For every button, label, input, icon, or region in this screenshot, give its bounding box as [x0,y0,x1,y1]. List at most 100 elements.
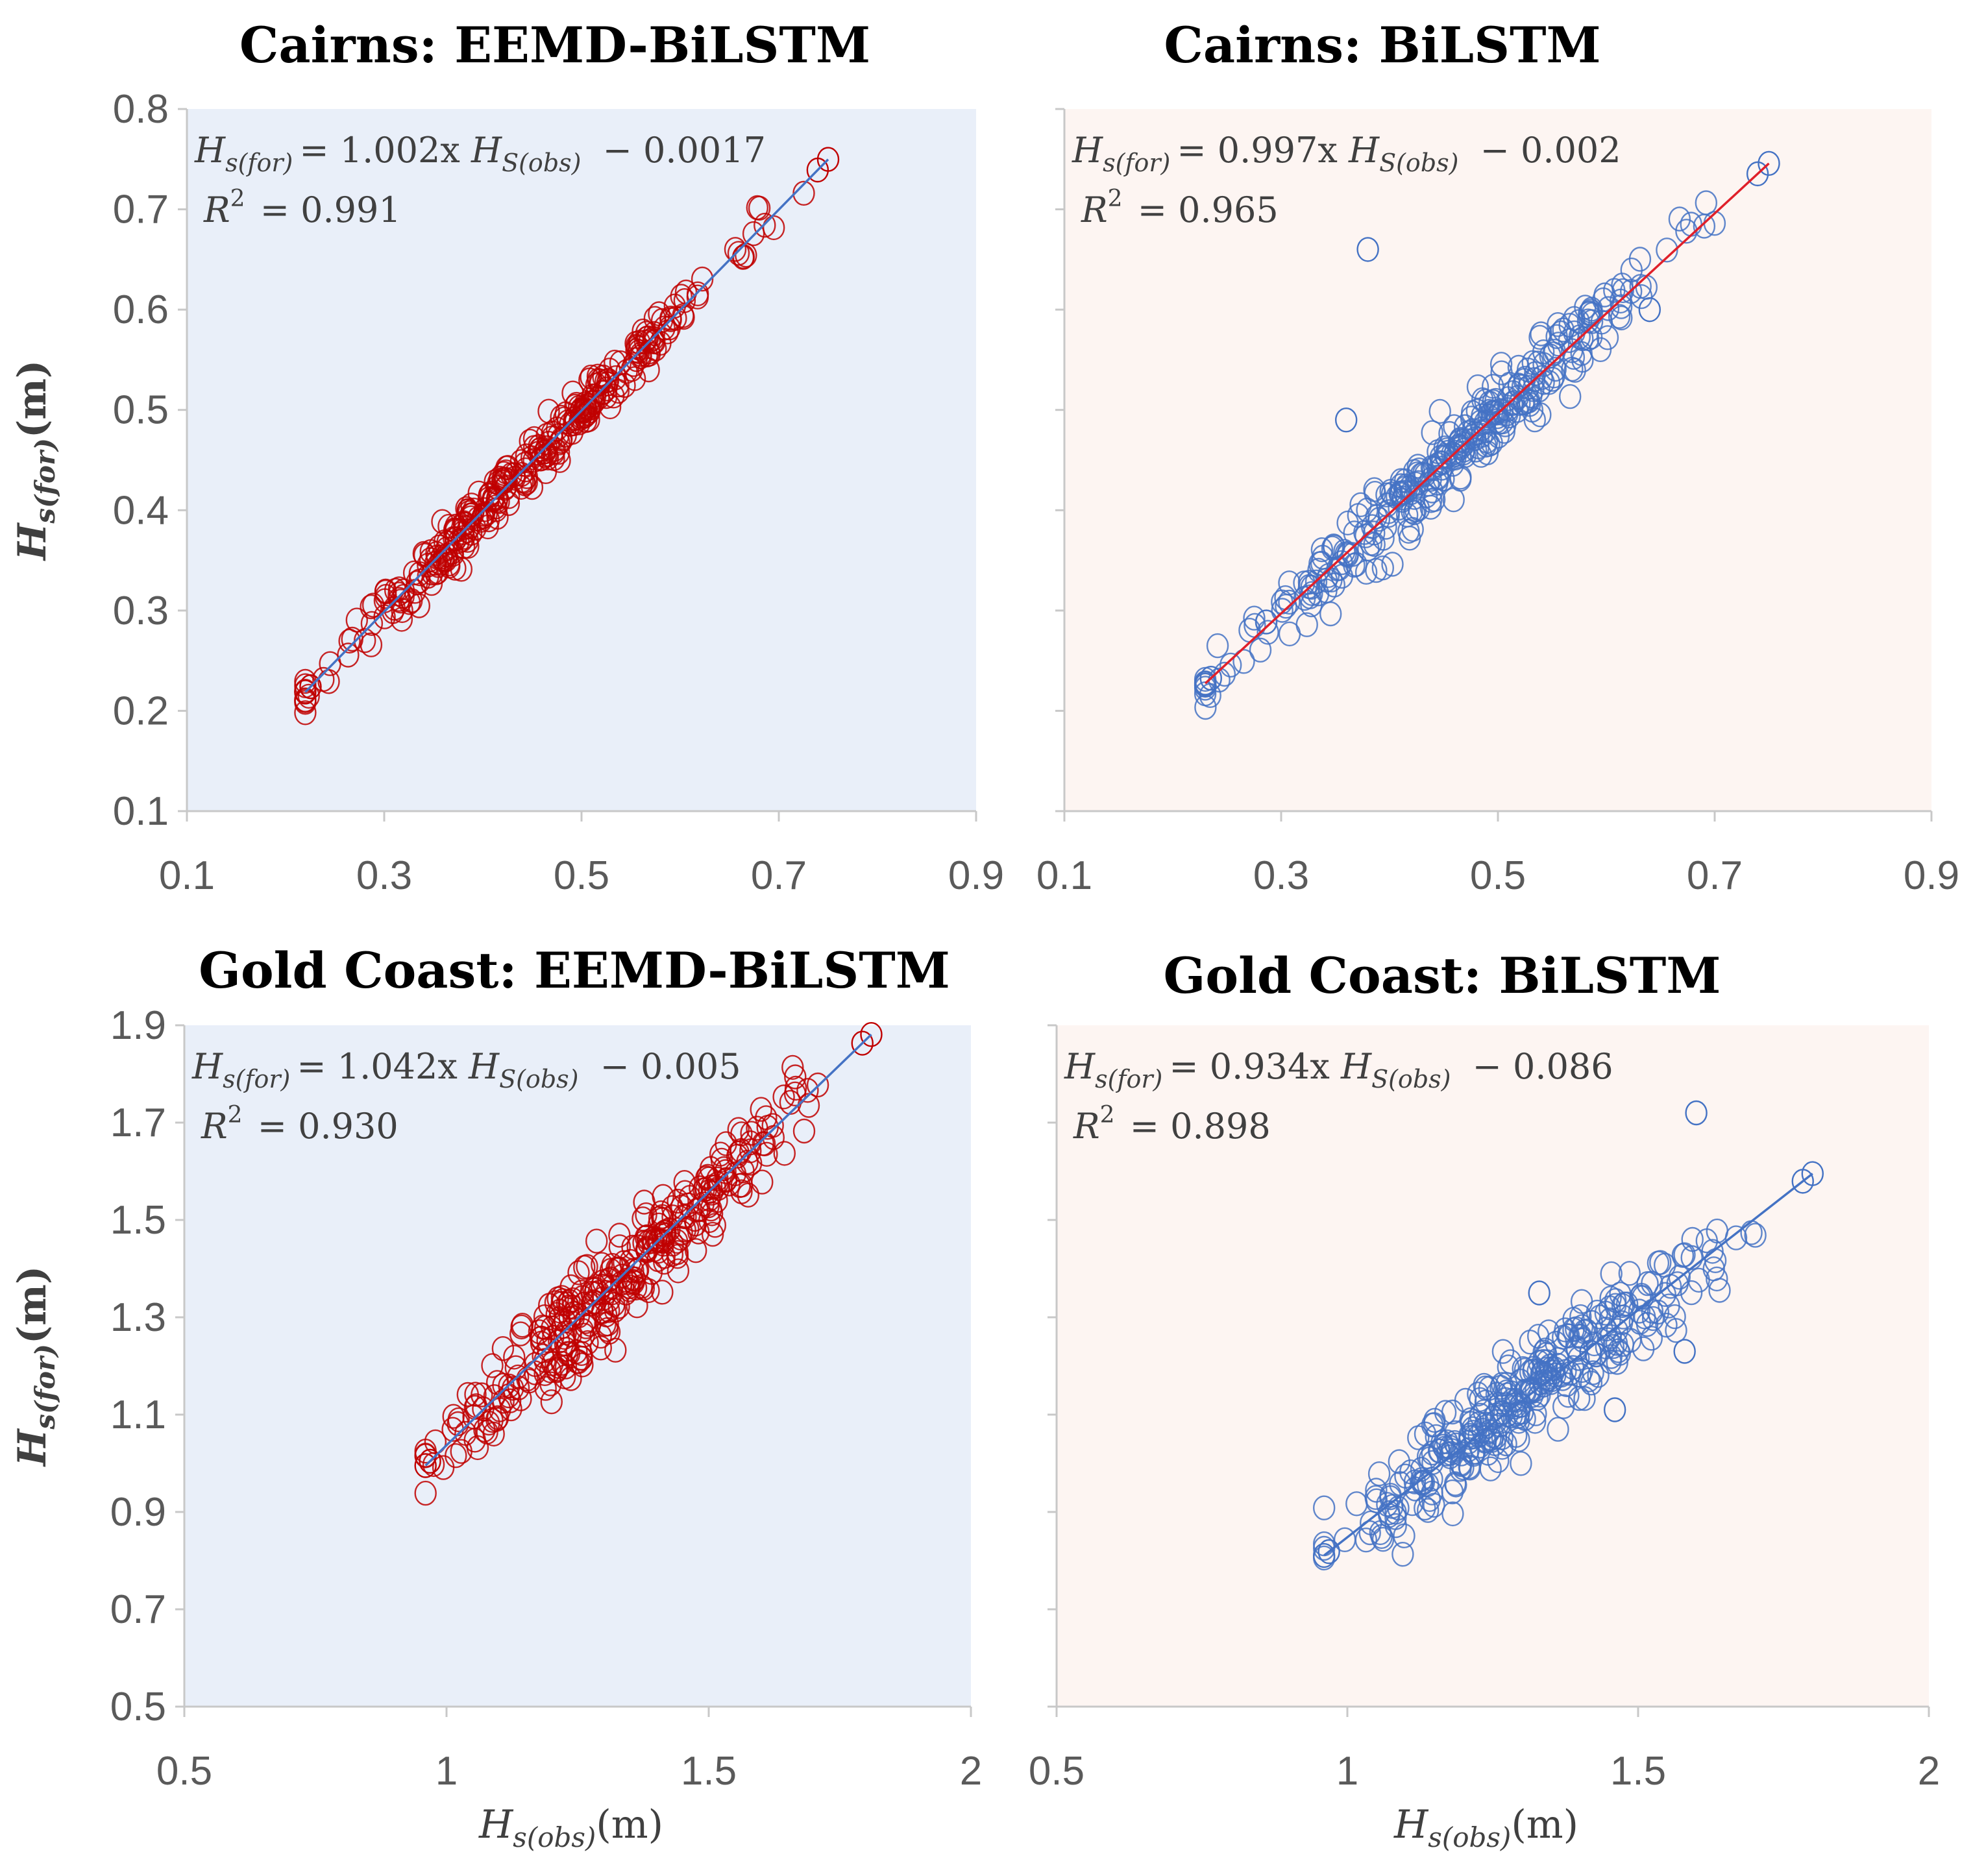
data-point [781,1054,804,1080]
data-point [530,1326,552,1351]
data-point [1312,1495,1336,1520]
data-point [1562,1306,1585,1332]
data-point [420,570,443,596]
data-point [715,1131,737,1156]
y-axis-label: Hs(for)(m) [10,360,61,562]
eq-rhs-subscript: S(obs) [1371,1065,1451,1093]
r-squared: R2 = 0.965 [1081,186,1279,230]
r2-symbol: R [201,1106,228,1147]
data-point [1381,552,1404,577]
data-point [414,1453,437,1478]
y-tick-label: 0.4 [113,488,169,533]
data-point [1746,161,1769,187]
data-point [753,1131,776,1156]
eq-rhs-symbol: H [1348,130,1380,171]
r2-value: = 0.898 [1119,1106,1271,1147]
r-squared: R2 = 0.930 [201,1102,398,1147]
y-label-symbol: H [10,522,55,561]
data-point [1333,539,1356,564]
data-point [1232,649,1255,674]
data-point [792,1118,816,1144]
data-point [1579,1339,1602,1365]
data-point [1334,541,1358,566]
eq-lhs-symbol: H [194,130,226,171]
data-point [1418,1446,1441,1472]
data-point [1278,589,1301,615]
data-point [491,1335,515,1361]
data-point [1434,1400,1457,1425]
data-point [1357,536,1380,561]
data-point [1419,488,1443,513]
data-point [1394,1463,1417,1489]
data-point [701,1221,724,1247]
data-point [454,1420,477,1446]
x-tick-label: 1.5 [1610,1749,1666,1794]
data-point [1194,671,1217,696]
data-point [700,1201,724,1226]
data-point [584,384,607,409]
x-tick-label: 0.9 [948,853,1004,898]
data-point [666,1239,689,1265]
data-point [1526,1385,1549,1411]
data-point [1441,1399,1464,1425]
data-point [595,376,618,402]
outlier-point [1528,1280,1550,1306]
data-point [598,1298,620,1323]
data-point [1388,1449,1411,1474]
data-point [408,561,431,587]
data-point [1453,414,1477,439]
x-axis-label: Hs(obs)(m) [478,1802,663,1853]
data-point [435,542,458,568]
data-point [299,674,322,700]
data-point [1410,1456,1433,1482]
data-point [755,1105,778,1130]
data-point [1600,1344,1623,1369]
data-point [1528,324,1551,350]
x-tick-label: 1 [1336,1749,1358,1794]
y-tick-label: 1.3 [110,1295,166,1340]
data-point [575,408,598,433]
data-point [1398,526,1421,551]
data-point [677,1216,700,1242]
x-label-subscript: s(obs) [513,1821,596,1853]
data-point [1603,278,1626,303]
data-point [1656,238,1678,263]
r2-value: = 0.991 [249,189,401,230]
data-point [644,1227,667,1252]
data-point [1680,1280,1703,1306]
data-point [806,1072,829,1098]
data-point [1271,598,1293,623]
eq-slope-text: = 0.934x [1169,1046,1341,1087]
data-point [604,349,626,375]
data-point [1604,1287,1627,1313]
data-point [1354,1527,1378,1553]
data-point [1219,652,1242,678]
x-label-symbol: H [1393,1802,1429,1847]
r2-symbol: R [1073,1106,1100,1147]
data-point [1393,1523,1415,1549]
data-point [297,683,320,709]
data-point [772,1084,795,1110]
data-point [1580,298,1602,324]
data-point [1582,1360,1604,1385]
data-point [1440,1438,1464,1463]
data-point [726,1143,749,1169]
chart-panel-1: Cairns: EEMD-BiLSTM 0.1 0.2 0.3 0.4 0.5 0.6 0.7… [10,16,1004,898]
outlier-point [1334,407,1358,433]
y-tick-label: 0.1 [113,789,169,834]
data-point [1460,1411,1482,1436]
data-point [562,1305,585,1331]
y-axis-label: Hs(for)(m) [10,1266,61,1468]
x-tick-label: 0.3 [356,853,412,898]
data-point [540,1389,563,1415]
data-point [1404,471,1427,496]
data-point [1628,1298,1651,1324]
eq-rhs-symbol: H [1340,1046,1372,1087]
r2-symbol: R [203,189,230,230]
data-point [1578,300,1601,326]
data-point [478,1410,500,1436]
data-point [1491,1339,1515,1364]
data-point [773,1141,796,1166]
trend-line [424,1033,872,1467]
